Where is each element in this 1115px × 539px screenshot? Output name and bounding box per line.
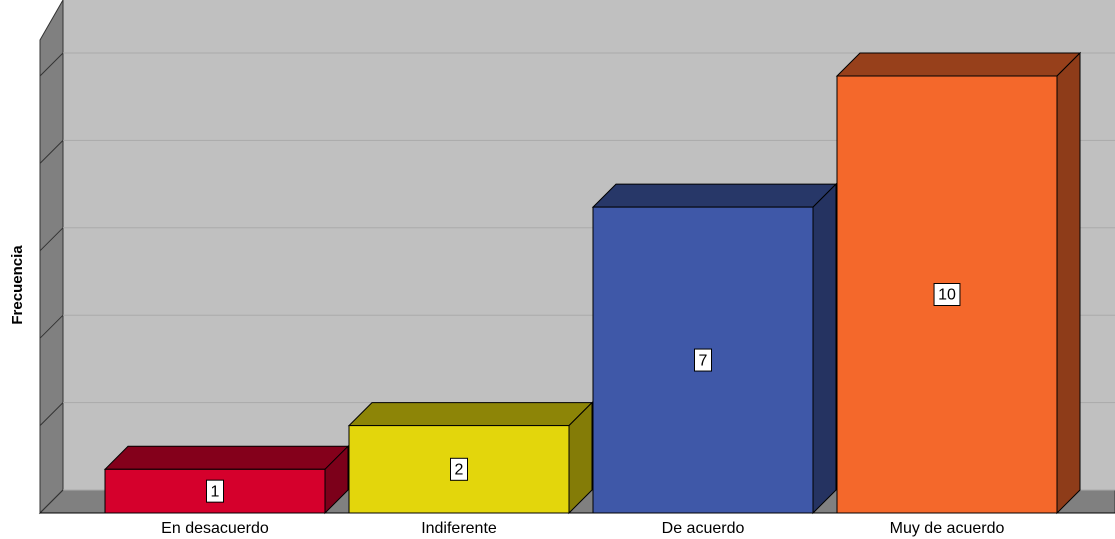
- bar-top: [835, 52, 1082, 77]
- value-label-box: [206, 479, 224, 503]
- x-tick-label: En desacuerdo: [161, 520, 269, 537]
- bar: [347, 401, 594, 515]
- tick-mark: [39, 227, 64, 252]
- bar-top: [591, 183, 838, 208]
- bar: [591, 182, 838, 515]
- x-tick-label: Muy de acuerdo: [890, 520, 1005, 537]
- value-label-box: [933, 283, 961, 306]
- bar-side: [812, 182, 837, 515]
- value-label: 7: [699, 352, 708, 369]
- bar-side: [1056, 51, 1081, 515]
- bar-top: [347, 402, 594, 427]
- value-label: 2: [455, 462, 464, 479]
- left-wall: [39, 0, 64, 515]
- x-tick-label: Indiferente: [421, 520, 497, 537]
- tick-mark: [39, 402, 64, 426]
- value-label-box: [694, 348, 712, 372]
- bar: [103, 445, 350, 515]
- tick-mark: [39, 52, 64, 77]
- x-tick-label: De acuerdo: [662, 520, 745, 537]
- value-label: 10: [938, 287, 956, 304]
- tick-mark: [39, 314, 64, 339]
- bar-top: [103, 445, 350, 470]
- value-label: 1: [211, 483, 220, 500]
- tick-mark: [39, 489, 64, 514]
- tick-mark: [39, 140, 64, 164]
- value-label-box: [450, 457, 468, 481]
- y-axis-label: Frecuencia: [9, 245, 26, 325]
